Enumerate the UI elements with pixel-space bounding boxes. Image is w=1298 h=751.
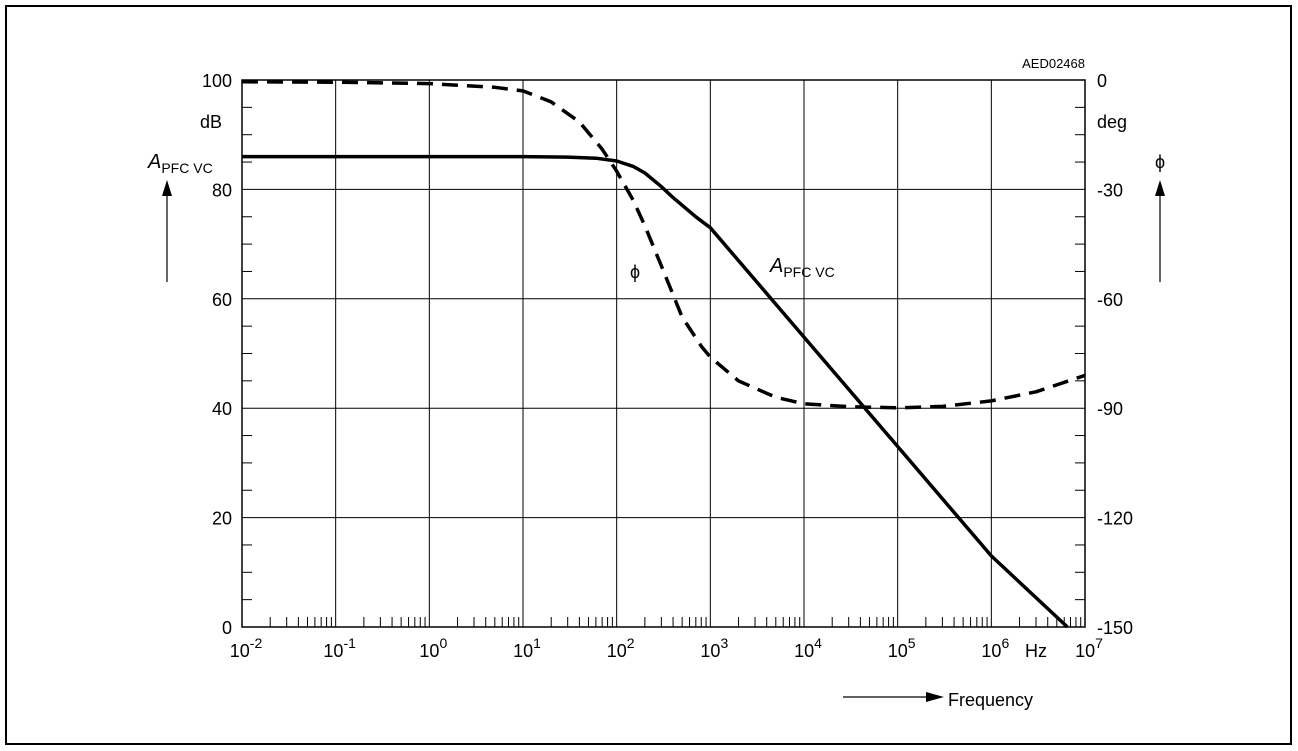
y-right-tick-label: -150 xyxy=(1097,618,1133,638)
y-left-tick-label: 40 xyxy=(212,399,232,419)
y-right-tick-label: -120 xyxy=(1097,509,1133,529)
right-axis-unit: deg xyxy=(1097,112,1127,132)
x-tick-exponent: 5 xyxy=(908,635,916,651)
x-tick-exponent: 0 xyxy=(439,635,447,651)
y-right-tick-label: -60 xyxy=(1097,290,1123,310)
x-axis-title: Frequency xyxy=(948,690,1033,710)
x-tick-exponent: 4 xyxy=(814,635,822,651)
x-tick-exponent: 7 xyxy=(1095,635,1103,651)
gain-curve-label: APFC VC xyxy=(769,255,835,280)
minor-ticks xyxy=(242,106,1085,627)
right-axis-arrow-icon xyxy=(1155,180,1165,282)
figure-code: AED02468 xyxy=(1022,56,1085,71)
x-tick-base: 10 xyxy=(230,641,250,661)
plot-area-border xyxy=(241,79,1086,628)
left-axis-unit: dB xyxy=(200,112,222,132)
left-axis-arrow-icon xyxy=(162,180,172,282)
y-left-tick-label: 0 xyxy=(222,618,232,638)
x-tick-label: 100 xyxy=(419,635,447,661)
y-right-tick-label: 0 xyxy=(1097,71,1107,91)
right-axis-symbol: ϕ xyxy=(1155,152,1165,172)
x-tick-label: 101 xyxy=(513,635,541,661)
y-right-tick-label: -90 xyxy=(1097,399,1123,419)
y-left-tick-label: 100 xyxy=(202,71,232,91)
phase-curve-label: ϕ xyxy=(630,262,640,282)
gain-curve-label-sub: PFC VC xyxy=(783,264,834,280)
phase-curve xyxy=(241,80,1086,410)
x-tick-base: 10 xyxy=(419,641,439,661)
x-tick-exponent: -1 xyxy=(343,635,356,651)
left-arrow-head xyxy=(162,180,172,196)
x-arrow-head xyxy=(926,692,944,702)
right-arrow-head xyxy=(1155,180,1165,196)
x-tick-base: 10 xyxy=(888,641,908,661)
x-axis-arrow-icon xyxy=(843,692,944,702)
x-tick-base: 10 xyxy=(607,641,627,661)
x-tick-base: 10 xyxy=(700,641,720,661)
labels: 10-2 10-1 100 101 102 103 104 105 106 10702040608… xyxy=(202,71,1133,661)
x-tick-exponent: 1 xyxy=(533,635,541,651)
x-tick-base: 10 xyxy=(981,641,1001,661)
x-tick-label: 105 xyxy=(888,635,916,661)
x-tick-label: 102 xyxy=(607,635,635,661)
x-tick-exponent: 6 xyxy=(1001,635,1009,651)
x-tick-base: 10 xyxy=(323,641,343,661)
x-tick-label: 103 xyxy=(700,635,728,661)
x-axis-unit: Hz xyxy=(1025,641,1047,661)
x-tick-exponent: 3 xyxy=(720,635,728,651)
gain-curve-label-main: A xyxy=(769,255,783,277)
x-tick-label: 10-2 xyxy=(230,635,263,661)
figure-frame xyxy=(5,5,1292,745)
x-tick-base: 10 xyxy=(513,641,533,661)
y-left-tick-label: 60 xyxy=(212,290,232,310)
x-tick-label: 104 xyxy=(794,635,822,661)
y-left-tick-label: 80 xyxy=(212,180,232,200)
x-tick-exponent: 2 xyxy=(627,635,635,651)
left-axis-symbol-main: A xyxy=(147,151,161,173)
x-tick-label: 107 xyxy=(1075,635,1103,661)
y-left-tick-label: 20 xyxy=(212,509,232,529)
x-tick-base: 10 xyxy=(1075,641,1095,661)
left-axis-symbol: APFC VC xyxy=(147,151,213,176)
y-right-tick-label: -30 xyxy=(1097,180,1123,200)
grid xyxy=(242,80,1085,627)
series-group xyxy=(241,80,1086,629)
gain-curve xyxy=(242,154,1069,629)
x-tick-exponent: -2 xyxy=(250,635,263,651)
x-tick-label: 106 xyxy=(981,635,1009,661)
left-axis-symbol-sub: PFC VC xyxy=(161,160,212,176)
x-tick-base: 10 xyxy=(794,641,814,661)
x-tick-label: 10-1 xyxy=(323,635,356,661)
